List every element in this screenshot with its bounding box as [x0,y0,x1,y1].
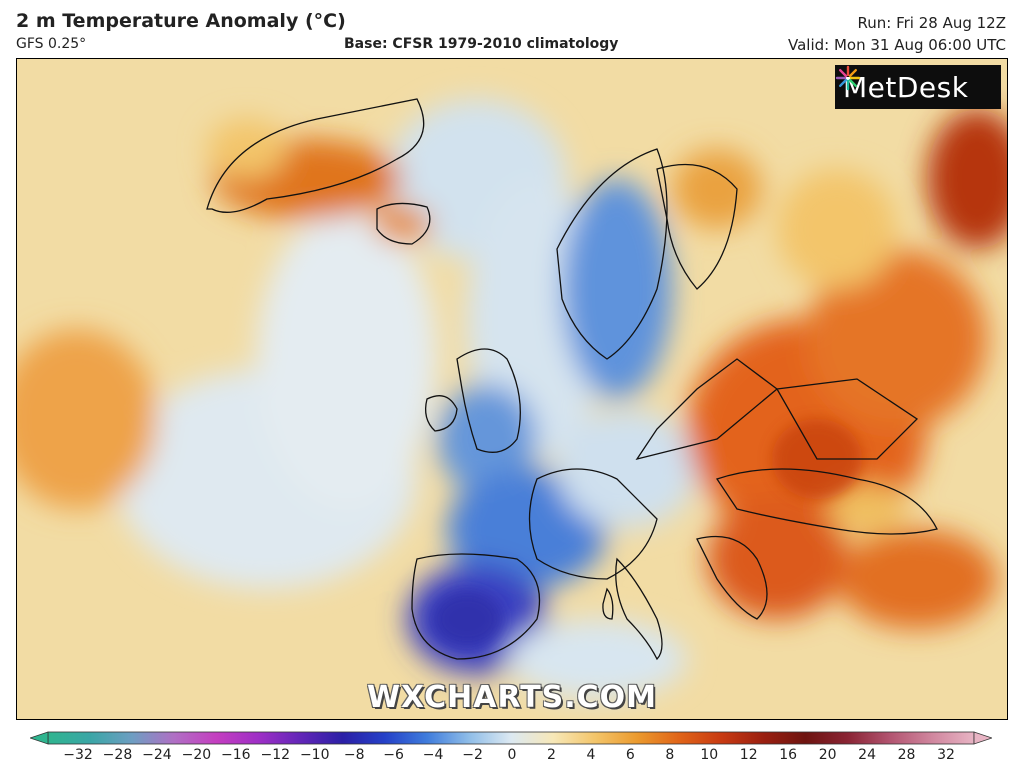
colorbar-tick-label: −32 [63,747,93,763]
colorbar-tick-label: −10 [299,747,330,763]
colorbar-tick-label: −2 [462,747,483,763]
colorbar-tick-label: 10 [700,747,719,763]
base-climatology-label: Base: CFSR 1979-2010 climatology [344,36,619,52]
map-title: 2 m Temperature Anomaly (°C) [16,10,346,32]
metdesk-logo: MetDesk [835,65,1001,109]
colorbar [30,731,992,745]
colorbar-tick-label: 8 [665,747,675,763]
colorbar-tick-label: 4 [586,747,596,763]
colorbar-tick-label: −12 [260,747,291,763]
colorbar-max-arrow [973,731,992,745]
colorbar-tick-label: −8 [343,747,365,763]
colorbar-tick-labels: −32 −28 −24 −20 −16 −12 −10 −8 −6 −4 −2 0 2 4 6 8 10 12 16… [0,747,1024,767]
colorbar-min-arrow [30,731,49,745]
colorbar-scale [30,731,992,745]
colorbar-tick-label: 20 [818,747,837,763]
colorbar-tick-label: −4 [422,747,444,763]
model-label: GFS 0.25° [16,36,87,52]
metdesk-starburst-icon [835,65,861,91]
colorbar-tick-label: −6 [383,747,404,763]
colorbar-tick-label: 0 [507,747,517,763]
colorbar-tick-label: −20 [181,747,212,763]
colorbar-tick-label: 32 [937,747,955,763]
colorbar-tick-label: 2 [546,747,556,763]
coastlines [206,98,938,661]
valid-time-label: Valid: Mon 31 Aug 06:00 UTC [787,36,1006,54]
colorbar-tick-label: −28 [102,747,133,763]
colorbar-tick-label: 28 [897,747,916,763]
colorbar-tick-label: −16 [221,747,251,763]
colorbar-tick-label: 12 [739,747,758,763]
colorbar-tick-label: 24 [858,747,876,763]
colorbar-tick-label: 6 [625,747,635,763]
temperature-anomaly-map: MetDesk WXCHARTS.COM [16,58,1008,720]
colorbar-tick-label: 16 [779,747,798,763]
anomaly-field [17,59,1007,719]
colorbar-tick-label: −24 [142,747,172,763]
run-time-label: Run: Fri 28 Aug 12Z [857,14,1007,32]
wxcharts-watermark: WXCHARTS.COM [366,680,658,715]
colorbar-body [47,731,975,745]
metdesk-logo-text: MetDesk [843,70,969,104]
